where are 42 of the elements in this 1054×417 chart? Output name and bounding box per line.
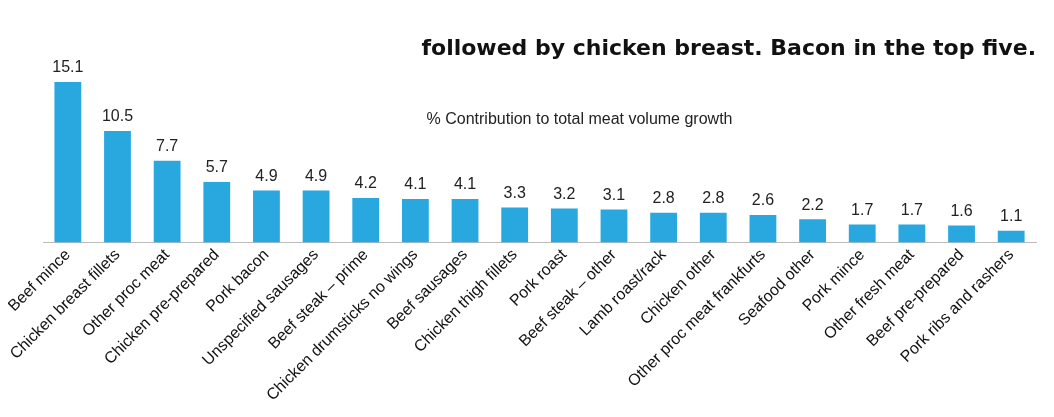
bar (600, 209, 628, 243)
data-label: 4.1 (453, 175, 477, 193)
bar (948, 225, 975, 243)
data-label: 15.1 (52, 58, 84, 76)
data-label: 2.2 (801, 195, 824, 213)
data-label: 3.3 (503, 183, 526, 201)
annotation: % Contribution to total meat volume growth (426, 109, 733, 127)
data-label: 2.8 (652, 189, 675, 207)
bar (650, 212, 678, 243)
bar (302, 190, 330, 243)
bar (848, 224, 876, 243)
bar (550, 208, 578, 243)
bar (352, 197, 380, 243)
data-label: 2.8 (702, 189, 725, 207)
bar (997, 230, 1025, 243)
bar (54, 81, 82, 243)
data-label: 5.7 (205, 158, 229, 176)
data-label: 10.5 (101, 107, 134, 125)
bar (898, 224, 926, 243)
data-label: 1.6 (950, 201, 973, 219)
chart-title: followed by chicken breast. Bacon in the top five. (421, 34, 1036, 60)
data-label: 1.7 (900, 200, 924, 218)
bar (104, 130, 131, 243)
bar (501, 207, 529, 243)
data-label: 2.6 (751, 191, 775, 209)
bar (451, 198, 479, 243)
bar (799, 219, 826, 243)
bar (203, 181, 231, 243)
data-label: 4.9 (304, 166, 328, 184)
data-label: 4.2 (354, 174, 377, 192)
data-label: 1.7 (851, 200, 874, 218)
data-label: 3.1 (602, 185, 626, 203)
data-label: 4.9 (255, 166, 278, 184)
data-label: 7.7 (156, 137, 179, 155)
bar (749, 214, 777, 243)
data-label: 3.2 (553, 184, 576, 202)
bar (699, 212, 727, 243)
bar (253, 190, 280, 243)
bar (153, 160, 181, 243)
data-label: 4.1 (404, 175, 427, 193)
bar (401, 198, 429, 243)
data-label: 1.1 (1000, 207, 1023, 225)
